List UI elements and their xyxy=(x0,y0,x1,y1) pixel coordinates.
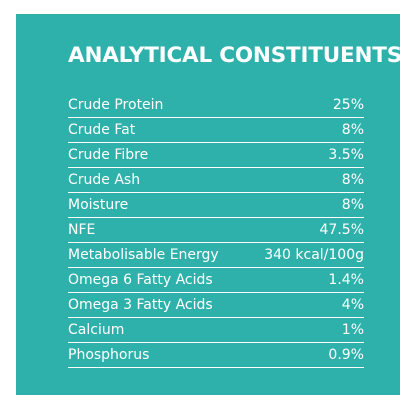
table-row: Moisture 8% xyxy=(68,192,364,217)
row-label: Omega 6 Fatty Acids xyxy=(68,272,213,288)
table-row: Calcium 1% xyxy=(68,317,364,342)
row-label: Metabolisable Energy xyxy=(68,247,219,263)
row-label: Calcium xyxy=(68,322,125,338)
table-row: Crude Ash 8% xyxy=(68,167,364,192)
row-value: 1% xyxy=(341,322,364,338)
row-value: 8% xyxy=(341,122,364,138)
table-row: Crude Fat 8% xyxy=(68,117,364,142)
row-value: 0.9% xyxy=(328,347,364,363)
row-label: Crude Protein xyxy=(68,97,164,113)
row-label: NFE xyxy=(68,222,96,238)
row-value: 8% xyxy=(341,172,364,188)
panel-title: ANALYTICAL CONSTITUENTS xyxy=(68,43,403,68)
table-row: Omega 6 Fatty Acids 1.4% xyxy=(68,267,364,292)
table-row: Crude Protein 25% xyxy=(68,92,364,117)
table-row: Phosphorus 0.9% xyxy=(68,342,364,367)
row-label: Omega 3 Fatty Acids xyxy=(68,297,213,313)
row-label: Crude Fibre xyxy=(68,147,149,163)
row-value: 340 kcal/100g xyxy=(264,247,364,263)
table-row: Omega 3 Fatty Acids 4% xyxy=(68,292,364,317)
row-value: 4% xyxy=(341,297,364,313)
table-row: NFE 47.5% xyxy=(68,217,364,242)
constituents-table: Crude Protein 25% Crude Fat 8% Crude Fib… xyxy=(68,92,364,368)
row-label: Moisture xyxy=(68,197,129,213)
row-value: 25% xyxy=(332,97,364,113)
row-label: Crude Fat xyxy=(68,122,136,138)
row-value: 1.4% xyxy=(328,272,364,288)
row-value: 8% xyxy=(341,197,364,213)
row-value: 3.5% xyxy=(328,147,364,163)
analytical-constituents-panel: ANALYTICAL CONSTITUENTS Crude Protein 25… xyxy=(16,14,403,395)
row-value: 47.5% xyxy=(319,222,364,238)
table-row: Crude Fibre 3.5% xyxy=(68,142,364,167)
row-label: Crude Ash xyxy=(68,172,141,188)
row-label: Phosphorus xyxy=(68,347,150,363)
table-row: Metabolisable Energy 340 kcal/100g xyxy=(68,242,364,267)
